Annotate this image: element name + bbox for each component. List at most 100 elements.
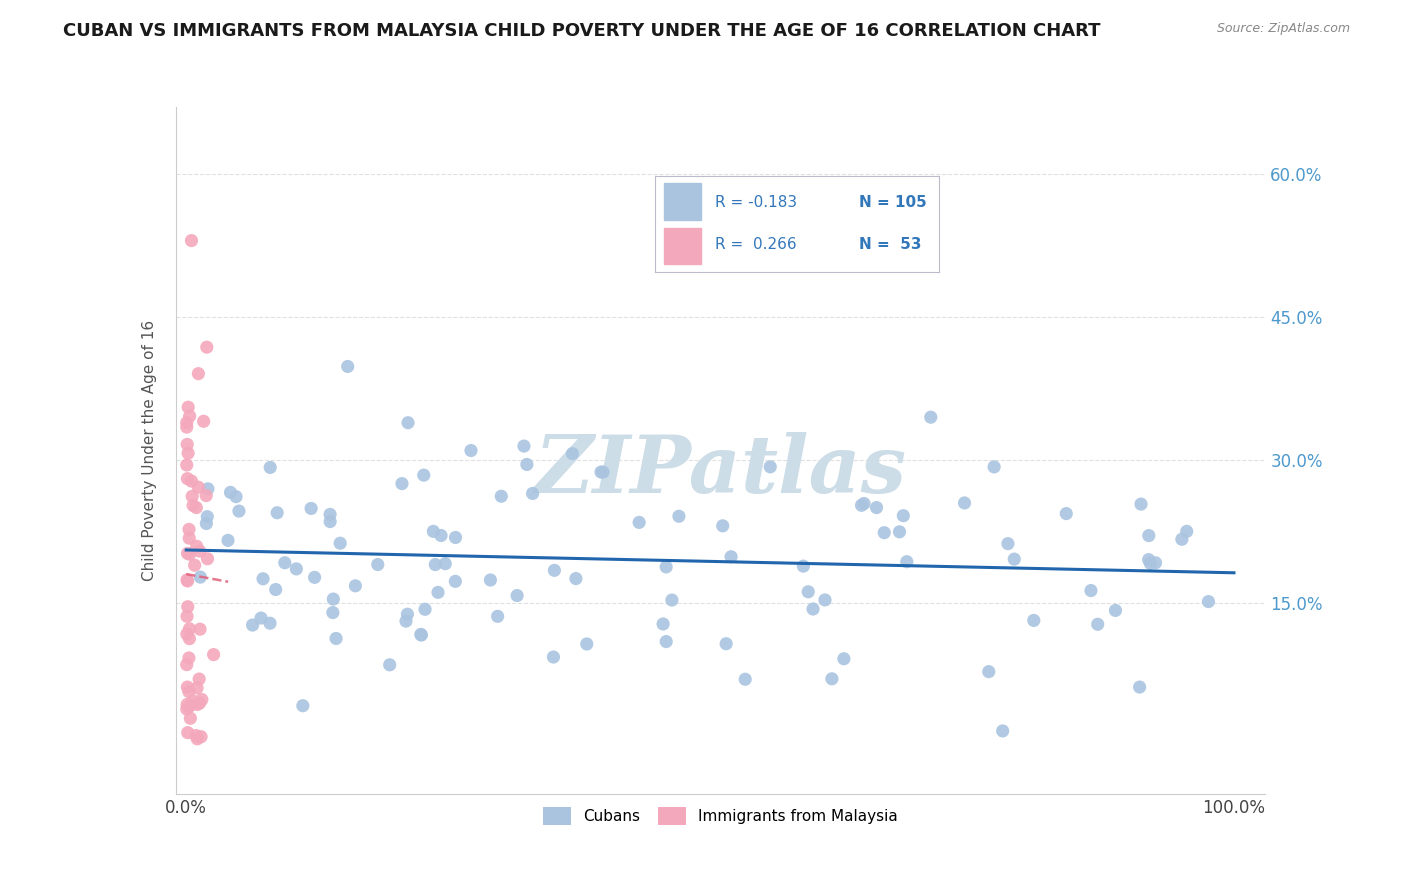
Point [367,558,389,572]
Point [195,489,218,503]
Point [322,606,344,620]
Point [176,574,198,588]
Point [176,680,198,694]
Point [180,474,202,488]
Point [176,698,198,712]
Point [187,367,209,381]
Point [430,528,453,542]
Point [409,627,432,641]
Point [513,439,536,453]
Point [543,650,565,665]
Legend: Cubans, Immigrants from Malaysia: Cubans, Immigrants from Malaysia [537,801,904,830]
Point [734,673,756,687]
Point [179,531,201,545]
Point [652,617,675,632]
Point [187,480,209,494]
Point [250,611,273,625]
Point [425,558,447,572]
Point [991,723,1014,738]
Point [1139,557,1161,571]
Point [889,524,911,539]
Point [264,582,287,597]
Point [427,585,450,599]
Point [801,602,824,616]
Point [479,573,502,587]
Point [1171,533,1194,547]
Point [997,536,1019,550]
Point [329,536,352,550]
Point [177,699,200,714]
Point [181,694,204,708]
Point [176,609,198,624]
Point [655,560,678,574]
Point [543,563,565,577]
Point [186,731,208,746]
Point [395,614,418,628]
Point [181,489,204,503]
Point [219,485,242,500]
Point [1197,594,1219,608]
Point [1130,497,1153,511]
Point [176,420,198,434]
Point [188,672,211,686]
Point [486,609,509,624]
Point [179,632,201,646]
Point [920,410,942,425]
Point [661,593,683,607]
Point [179,409,201,424]
Point [797,584,820,599]
Point [896,555,918,569]
Point [714,637,737,651]
Point [1022,614,1045,628]
Bar [664,184,700,220]
Text: ZIPatlas: ZIPatlas [534,433,907,510]
Point [181,499,204,513]
Point [522,486,544,500]
Point [176,416,198,430]
Point [177,725,200,739]
Point [225,490,247,504]
Point [1144,556,1167,570]
Y-axis label: Child Poverty Under the Age of 16: Child Poverty Under the Age of 16 [142,320,157,581]
Point [195,516,218,531]
Text: Source: ZipAtlas.com: Source: ZipAtlas.com [1216,22,1350,36]
Point [176,472,198,486]
Point [655,634,678,648]
Point [176,437,198,451]
Point [853,496,876,510]
Point [217,533,239,548]
Text: R =  0.266: R = 0.266 [714,237,796,252]
Point [814,593,837,607]
Point [821,672,844,686]
Point [668,509,690,524]
Point [1080,583,1102,598]
Point [177,684,200,698]
Point [285,562,308,576]
Point [792,559,814,574]
Point [565,572,588,586]
Point [1137,552,1160,566]
Point [176,546,198,560]
Point [291,698,314,713]
Point [191,692,214,706]
Bar [664,227,700,264]
Point [202,648,225,662]
Point [391,476,413,491]
Point [186,698,208,712]
Point [561,447,583,461]
Point [1129,680,1152,694]
Text: CUBAN VS IMMIGRANTS FROM MALAYSIA CHILD POVERTY UNDER THE AGE OF 16 CORRELATION : CUBAN VS IMMIGRANTS FROM MALAYSIA CHILD … [63,22,1101,40]
Point [193,414,215,428]
Point [891,508,914,523]
Point [197,551,219,566]
Point [186,500,208,515]
Point [180,234,202,248]
Point [1137,528,1160,542]
Point [851,498,873,512]
Point [176,573,198,587]
Point [873,525,896,540]
Point [628,516,651,530]
Point [977,665,1000,679]
Point [188,544,211,558]
Point [184,729,207,743]
